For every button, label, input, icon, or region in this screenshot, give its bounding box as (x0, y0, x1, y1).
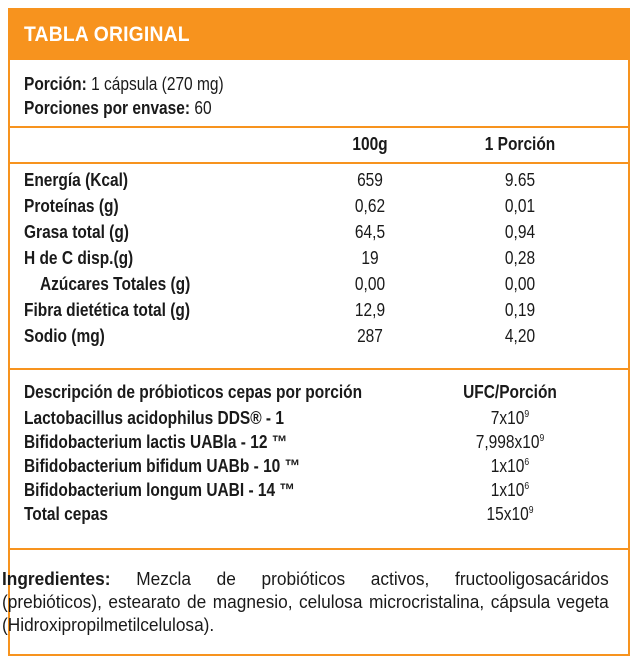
col-portion-header: 1 Porción (484, 134, 556, 154)
nutrition-row-portion: 0,01 (504, 196, 536, 216)
nutrition-row-per100: 19 (361, 248, 379, 268)
ufc-base: 1x10 (490, 456, 525, 476)
probiotic-row-label: Bifidobacterium bifidum UABb - 10 ™ (24, 456, 301, 476)
nutrition-row-portion: 0,28 (504, 248, 536, 268)
probiotic-row-ufc: 1x106 (433, 480, 588, 500)
portion-label: Porción: (24, 74, 87, 94)
nutrition-row-label: Energía (Kcal) (24, 170, 129, 190)
divider (10, 162, 628, 164)
nutrition-table: TABLA ORIGINAL Porción: 1 cápsula (270 m… (8, 8, 630, 656)
ufc-exponent: 6 (524, 481, 530, 492)
nutrition-row-per100: 0,00 (354, 274, 386, 294)
nutrition-row-per100: 12,9 (354, 300, 386, 320)
divider (10, 368, 628, 370)
probiotics-title: Descripción de próbioticos cepas por por… (24, 382, 363, 402)
nutrition-row-label: Grasa total (g) (24, 222, 129, 242)
nutrition-row-per100: 659 (357, 170, 383, 190)
ufc-exponent: 9 (528, 505, 534, 516)
ingredients: Ingredientes: Mezcla de probióticos acti… (2, 568, 609, 637)
per-pack-label: Porciones por envase: (24, 98, 191, 118)
nutrition-row-label: Proteínas (g) (24, 196, 119, 216)
ufc-exponent: 9 (524, 409, 530, 420)
ufc-exponent: 6 (524, 457, 530, 468)
nutrition-row-per100: 287 (357, 326, 383, 346)
nutrition-row-label: H de C disp.(g) (24, 248, 134, 268)
divider (8, 548, 630, 550)
nutrition-row-label: Fibra dietética total (g) (24, 300, 191, 320)
probiotic-row-label: Lactobacillus acidophilus DDS® - 1 (24, 408, 285, 428)
nutrition-row-label: Sodio (mg) (24, 326, 105, 346)
per-pack-line: Porciones por envase: 60 (24, 98, 212, 118)
portion-line: Porción: 1 cápsula (270 mg) (24, 74, 224, 94)
table-title: TABLA ORIGINAL (24, 23, 190, 46)
nutrition-row-per100: 0,62 (354, 196, 386, 216)
probiotic-row-label: Total cepas (24, 504, 109, 524)
nutrition-row-portion: 0,19 (504, 300, 536, 320)
nutrition-row-portion: 9.65 (504, 170, 536, 190)
nutrition-row-portion: 0,94 (504, 222, 536, 242)
col-100g-header: 100g (352, 134, 388, 154)
portion-value: 1 cápsula (270 mg) (91, 74, 224, 94)
nutrition-row-per100: 64,5 (354, 222, 386, 242)
nutrition-row-portion: 4,20 (504, 326, 536, 346)
ufc-base: 15x10 (486, 504, 529, 524)
per-pack-value: 60 (194, 98, 212, 118)
ufc-base: 7,998x10 (475, 432, 540, 452)
probiotic-row-ufc: 15x109 (433, 504, 588, 524)
probiotic-row-ufc: 1x106 (433, 456, 588, 476)
ingredients-label: Ingredientes: (2, 569, 111, 589)
table-header: TABLA ORIGINAL (10, 10, 628, 60)
probiotic-row-label: Bifidobacterium longum UABI - 14 ™ (24, 480, 295, 500)
probiotic-row-ufc: 7x109 (433, 408, 588, 428)
ufc-exponent: 9 (539, 433, 545, 444)
nutrition-row-label: Azúcares Totales (g) (40, 274, 191, 294)
divider (10, 126, 628, 128)
nutrition-row-portion: 0,00 (504, 274, 536, 294)
ufc-base: 7x10 (490, 408, 525, 428)
probiotic-row-label: Bifidobacterium lactis UABla - 12 ™ (24, 432, 288, 452)
col-ufc-header: UFC/Porción (463, 382, 557, 402)
ingredients-text: Mezcla de probióticos activos, fructooli… (2, 569, 609, 635)
ufc-base: 1x10 (490, 480, 525, 500)
probiotic-row-ufc: 7,998x109 (433, 432, 588, 452)
